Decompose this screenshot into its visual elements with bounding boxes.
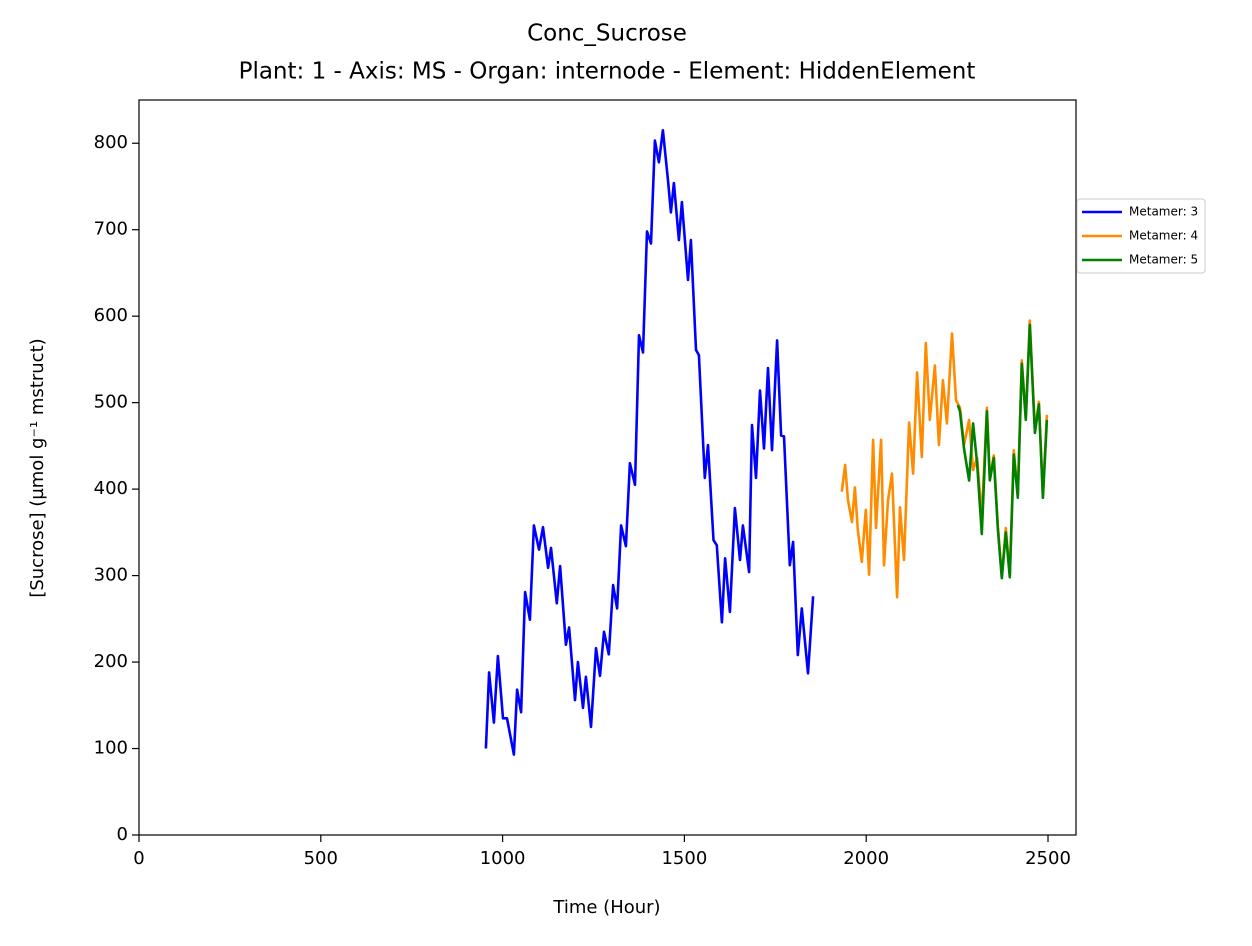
y-tick-label: 0	[117, 824, 128, 845]
legend-box	[1076, 198, 1206, 274]
y-tick-label: 600	[94, 305, 128, 326]
x-tick-label: 0	[133, 848, 144, 869]
x-tick-label: 1000	[480, 848, 526, 869]
x-tick-label: 1500	[661, 848, 707, 869]
y-tick-label: 800	[94, 132, 128, 153]
y-tick-label: 200	[94, 651, 128, 672]
legend-label: Metamer: 4	[1129, 229, 1198, 243]
data-line	[484, 129, 815, 756]
y-tick-label: 100	[94, 738, 128, 759]
x-axis-label: Time (Hour)	[552, 897, 660, 918]
x-tick-label: 2500	[1025, 848, 1071, 869]
y-tick-label: 500	[94, 392, 128, 413]
x-tick-label: 500	[304, 848, 338, 869]
y-tick-label: 400	[94, 478, 128, 499]
legend-label: Metamer: 5	[1129, 253, 1198, 267]
y-axis-label: [Sucrose] (µmol g⁻¹ mstruct)	[27, 338, 48, 597]
y-tick-label: 700	[94, 219, 128, 240]
data-line	[840, 319, 1049, 599]
y-tick-label: 300	[94, 565, 128, 586]
legend-label: Metamer: 3	[1129, 205, 1198, 219]
plot-frame	[138, 99, 1077, 836]
chart-title: Conc_Sucrose	[527, 21, 687, 47]
x-tick-label: 2000	[843, 848, 889, 869]
chart-subtitle: Plant: 1 - Axis: MS - Organ: internode -…	[239, 59, 976, 85]
data-line	[956, 323, 1049, 580]
